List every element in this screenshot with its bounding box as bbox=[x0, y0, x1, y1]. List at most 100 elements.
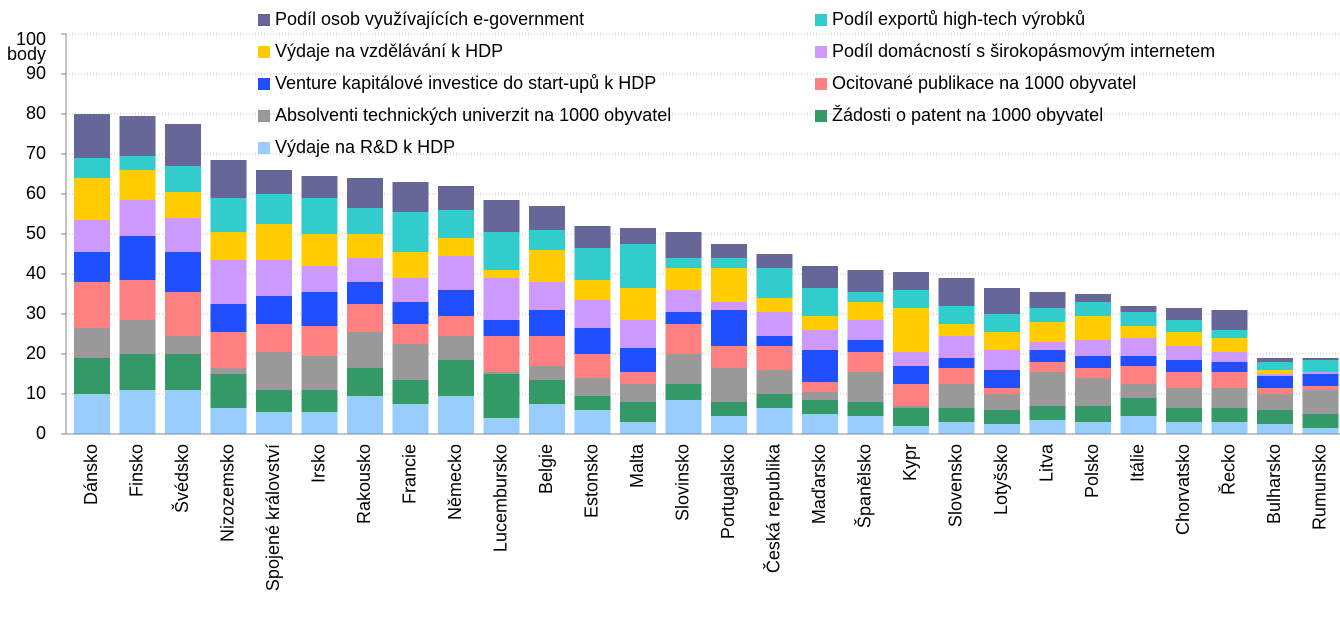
bar-segment bbox=[74, 178, 110, 220]
bar-segment bbox=[802, 382, 838, 392]
x-tick-label: Slovinsko bbox=[672, 444, 692, 521]
bar-segment bbox=[847, 340, 884, 352]
x-tick-label: Španělsko bbox=[853, 444, 874, 528]
bar-segment bbox=[1029, 350, 1066, 362]
bar-segment bbox=[529, 282, 565, 310]
bar-segment bbox=[847, 270, 884, 292]
bar-segment bbox=[665, 354, 702, 384]
bar-segment bbox=[119, 170, 156, 200]
bar-segment bbox=[574, 328, 611, 354]
bar-segment bbox=[1166, 308, 1202, 320]
bar-segment bbox=[301, 176, 338, 198]
bar-segment bbox=[1120, 366, 1157, 384]
bar-segment bbox=[347, 178, 383, 208]
bar-segment bbox=[1211, 352, 1248, 362]
y-tick-label: 100 bbox=[16, 29, 46, 49]
bar-segment bbox=[938, 408, 975, 422]
bar-segment bbox=[665, 312, 702, 324]
bar-segment bbox=[574, 410, 611, 434]
bar-segment bbox=[1029, 342, 1066, 350]
legend-label: Absolventi technických univerzit na 1000… bbox=[275, 105, 671, 125]
x-tick-label: Francie bbox=[399, 444, 419, 504]
bar-segment bbox=[802, 316, 838, 330]
bar-segment bbox=[756, 408, 793, 434]
legend-swatch bbox=[815, 46, 827, 58]
bar-segment bbox=[438, 396, 474, 434]
bar-segment bbox=[438, 336, 474, 360]
bar-segment bbox=[1029, 406, 1066, 420]
bar-segment bbox=[620, 348, 656, 372]
y-tick-label: 30 bbox=[26, 303, 46, 323]
bar-segment bbox=[984, 350, 1020, 370]
bar-segment bbox=[847, 402, 884, 416]
bar-segment bbox=[483, 336, 520, 372]
bar-segment bbox=[938, 278, 975, 306]
x-tick-label: Chorvatsko bbox=[1173, 444, 1193, 535]
y-tick-label: 40 bbox=[26, 263, 46, 283]
bar-segment bbox=[984, 394, 1020, 410]
bar-segment bbox=[438, 256, 474, 290]
bar-segment bbox=[1257, 410, 1293, 424]
bar-segment bbox=[893, 352, 929, 366]
bar-segment bbox=[1075, 378, 1111, 406]
bar-segment bbox=[301, 390, 338, 412]
bar-segment bbox=[74, 394, 110, 434]
x-tick-label: Bulharsko bbox=[1264, 444, 1284, 524]
bar-segment bbox=[529, 336, 565, 366]
bar-segment bbox=[483, 418, 520, 434]
bar-segment bbox=[1029, 420, 1066, 434]
legend-label: Podíl domácností s širokopásmovým intern… bbox=[832, 41, 1215, 61]
legend-label: Žádosti o patent na 1000 obyvatel bbox=[832, 105, 1103, 125]
bar-segment bbox=[802, 330, 838, 350]
bar-segment bbox=[210, 332, 247, 368]
bar-segment bbox=[893, 384, 929, 406]
legend-swatch bbox=[258, 14, 270, 26]
legend-swatch bbox=[258, 78, 270, 90]
bar-segment bbox=[802, 414, 838, 434]
legend-label: Venture kapitálové investice do start-up… bbox=[275, 73, 656, 93]
bar-segment bbox=[893, 272, 929, 290]
bar-segment bbox=[802, 288, 838, 316]
bar-segment bbox=[665, 324, 702, 354]
y-tick-label: 80 bbox=[26, 103, 46, 123]
x-tick-label: Finsko bbox=[126, 444, 146, 497]
bar-segment bbox=[483, 320, 520, 336]
bar-segment bbox=[984, 370, 1020, 388]
x-tick-label: Rumunsko bbox=[1309, 444, 1329, 530]
bar-segment bbox=[1211, 372, 1248, 388]
bar-segment bbox=[1166, 346, 1202, 360]
bar-segment bbox=[938, 324, 975, 336]
x-tick-label: Česká republika bbox=[762, 443, 783, 573]
bar-segment bbox=[1166, 360, 1202, 372]
bar-segment bbox=[74, 114, 110, 158]
x-tick-label: Belgie bbox=[536, 444, 556, 494]
x-tick-label: Portugalsko bbox=[718, 444, 738, 539]
bar-segment bbox=[665, 400, 702, 434]
legend-label: Výdaje na R&D k HDP bbox=[275, 137, 455, 157]
bar-segment bbox=[392, 302, 429, 324]
bar-segment bbox=[1075, 356, 1111, 368]
bar-segment bbox=[1211, 338, 1248, 352]
bar-segment bbox=[529, 250, 565, 282]
bar-segment bbox=[1166, 388, 1202, 408]
bar-segment bbox=[301, 198, 338, 234]
bar-segment bbox=[392, 182, 429, 212]
bar-segment bbox=[711, 346, 747, 368]
bar-segment bbox=[1257, 358, 1293, 362]
bar-segment bbox=[1029, 322, 1066, 342]
bar-segment bbox=[620, 402, 656, 422]
bar-segment bbox=[1120, 338, 1157, 356]
bar-segment bbox=[1075, 340, 1111, 356]
bar-segment bbox=[1075, 294, 1111, 302]
legend-swatch bbox=[258, 110, 270, 122]
bar-segment bbox=[802, 266, 838, 288]
bar-segment bbox=[665, 384, 702, 400]
bar-segment bbox=[620, 372, 656, 384]
bar-segment bbox=[438, 290, 474, 316]
bar-segment bbox=[256, 260, 292, 296]
y-tick-label: 10 bbox=[26, 383, 46, 403]
bar-segment bbox=[529, 404, 565, 434]
bar-segment bbox=[483, 270, 520, 278]
bar-segment bbox=[529, 206, 565, 230]
